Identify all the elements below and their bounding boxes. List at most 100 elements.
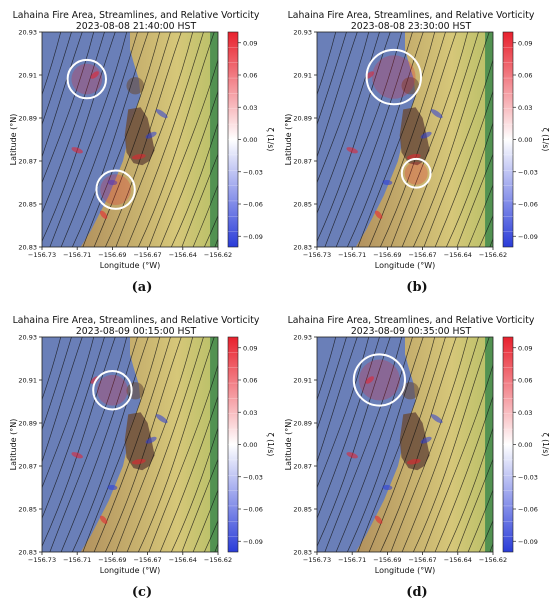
y-tick-label: 20.91: [18, 72, 37, 80]
y-tick-label: 20.85: [293, 506, 312, 514]
vorticity-cell: [107, 179, 118, 186]
vorticity-cell: [145, 436, 157, 444]
colorbar-tick-label: −0.03: [518, 473, 538, 481]
x-tick-label: −156.73: [28, 556, 56, 564]
vorticity-cell: [365, 71, 374, 79]
chart-subtitle: 2023-08-09 00:15:00 HST: [76, 326, 197, 337]
streamline: [148, 363, 218, 552]
colorbar-tick-label: 0.00: [518, 136, 532, 144]
streamline: [317, 32, 380, 215]
burn-area: [399, 107, 430, 166]
vorticity-field: [71, 71, 168, 219]
burn-area: [124, 412, 155, 471]
streamline: [42, 337, 62, 401]
streamline: [60, 337, 138, 552]
vorticity-cell: [365, 376, 374, 384]
burn-area: [124, 107, 155, 166]
streamlines: [42, 337, 218, 552]
x-tick-label: −156.64: [169, 556, 197, 564]
colorbar-label: ζ (1/s): [541, 128, 550, 152]
x-tick-label: −156.71: [338, 251, 366, 259]
y-tick-label: 20.91: [293, 72, 312, 80]
y-tick-label: 20.89: [18, 115, 37, 123]
streamline: [434, 395, 493, 552]
plot-area: [42, 337, 218, 552]
y-tick-label: 20.93: [293, 334, 312, 342]
colorbar-tick-label: 0.00: [243, 136, 257, 144]
streamline: [148, 58, 218, 247]
streamline: [181, 458, 218, 552]
plot-frame: [41, 31, 219, 248]
x-tick-label: −156.67: [408, 556, 436, 564]
streamline: [49, 337, 128, 552]
vortex-core: [404, 161, 428, 185]
colorbar-tick-label: −0.09: [518, 233, 538, 241]
vortex-core: [97, 374, 128, 406]
vorticity-cell: [145, 131, 157, 139]
colorbar-tick-label: 0.06: [518, 377, 532, 385]
streamline: [357, 337, 436, 552]
vorticity-cell: [131, 458, 146, 465]
streamline: [42, 32, 62, 96]
streamline: [368, 337, 446, 552]
x-tick-label: −156.62: [479, 251, 507, 259]
streamline: [478, 519, 493, 552]
vorticity-cell: [382, 484, 393, 491]
streamline: [126, 32, 204, 247]
streamline: [401, 337, 479, 552]
x-tick-label: −156.71: [63, 251, 91, 259]
x-tick-label: −156.73: [303, 556, 331, 564]
vorticity-cell: [430, 109, 443, 119]
vorticity-cell: [346, 147, 358, 154]
vortex-core: [71, 63, 103, 95]
colorbar-tick-label: 0.06: [243, 72, 257, 80]
vorticity-field: [346, 376, 443, 524]
vorticity-cell: [71, 147, 83, 154]
streamline: [423, 58, 493, 247]
y-tick-label: 20.85: [18, 201, 37, 209]
burn-area: [399, 412, 430, 471]
y-tick-label: 20.87: [293, 158, 312, 166]
chart-subtitle: 2023-08-08 21:40:00 HST: [76, 21, 197, 32]
streamlines: [42, 32, 218, 247]
y-axis-label: Latitude (°N): [284, 419, 293, 471]
streamline: [49, 32, 128, 247]
streamline: [467, 184, 493, 247]
mountain-ridge: [210, 337, 218, 552]
streamline: [42, 337, 116, 547]
x-tick-label: −156.69: [98, 251, 126, 259]
vorticity-cell: [346, 452, 358, 459]
streamline: [126, 337, 204, 552]
x-tick-label: −156.69: [98, 556, 126, 564]
colorbar-tick-label: 0.09: [243, 39, 257, 47]
vorticity-cell: [99, 515, 108, 524]
streamline: [478, 214, 493, 247]
burn-area-north: [126, 77, 145, 95]
vortex-core: [372, 55, 416, 99]
streamline: [137, 32, 215, 247]
plot-area: [317, 32, 493, 247]
streamline: [115, 337, 194, 552]
x-tick-label: −156.64: [169, 251, 197, 259]
plot-frame: [316, 31, 494, 248]
colorbar-tick-label: 0.09: [243, 344, 257, 352]
streamline: [412, 32, 490, 247]
x-tick-label: −156.62: [204, 251, 232, 259]
streamline: [317, 337, 347, 431]
streamline: [317, 337, 391, 547]
streamline: [203, 214, 218, 247]
y-tick-label: 20.87: [18, 158, 37, 166]
streamline: [368, 32, 446, 247]
colorbar-tick-label: −0.03: [243, 473, 263, 481]
vortex-core: [100, 174, 131, 206]
highlight-circle: [66, 58, 108, 100]
vorticity-cell: [374, 210, 383, 219]
colorbar-tick-label: 0.03: [243, 409, 257, 417]
colorbar-label: ζ (1/s): [541, 433, 550, 457]
streamline: [93, 337, 171, 552]
colorbar-label: ζ (1/s): [266, 433, 275, 457]
colorbar-tick-label: 0.03: [518, 409, 532, 417]
mountain-ridge: [210, 32, 218, 247]
streamline: [42, 32, 83, 158]
